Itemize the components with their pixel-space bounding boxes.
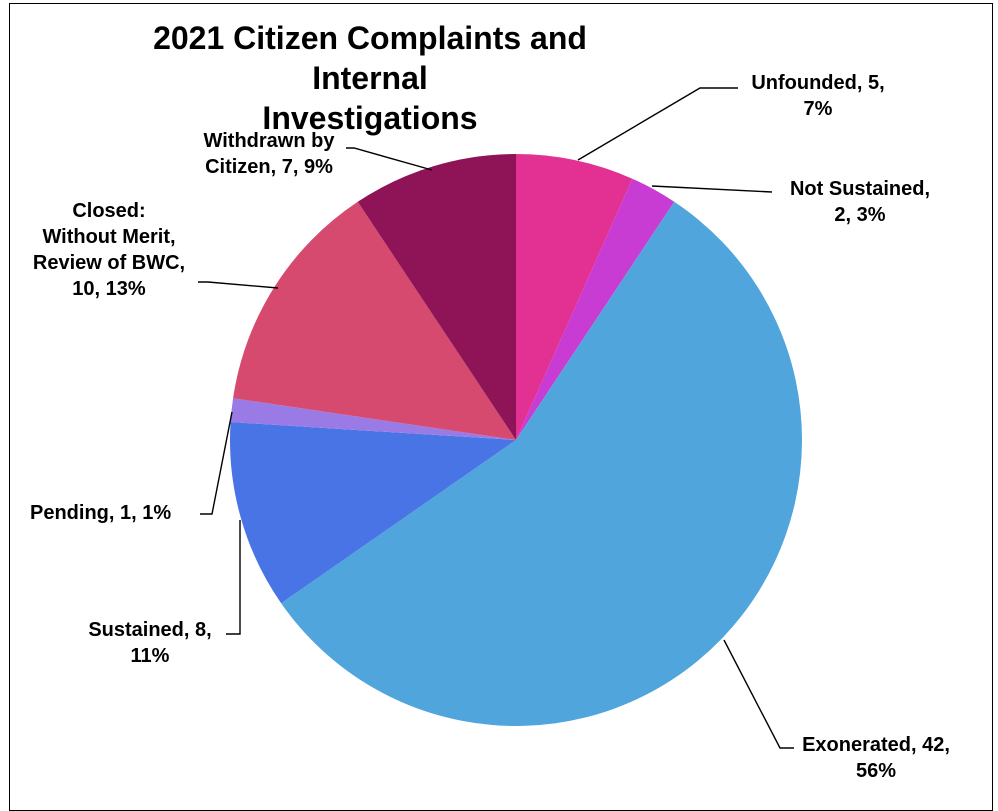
pie-slice-unfounded <box>516 154 633 440</box>
chart-title: 2021 Citizen Complaints and Internal Inv… <box>120 18 620 138</box>
data-label: Pending, 1, 1% <box>30 500 220 526</box>
data-label: Closed: Without Merit, Review of BWC, 10, 1… <box>16 198 202 302</box>
leader-line <box>198 281 279 289</box>
data-label-line: Not Sustained, <box>789 178 930 200</box>
leader-line <box>200 411 233 515</box>
data-label-line: Exonerated, 42, <box>802 734 950 756</box>
pie-slice-not-sustained <box>516 178 675 440</box>
data-label-line: 10, 13% <box>72 278 146 300</box>
data-label-line: Closed: <box>72 200 146 222</box>
data-label-line: Withdrawn by <box>203 130 335 152</box>
data-label: Sustained, 8, 11% <box>60 617 240 669</box>
data-label: Exonerated, 42, 56% <box>776 732 976 784</box>
data-label: Unfounded, 5, 7% <box>718 70 918 122</box>
data-label-line: Citizen, 7, 9% <box>205 156 333 178</box>
pie-slice-sustained <box>230 422 516 604</box>
data-label-line: 56% <box>855 760 897 782</box>
data-label-line: Unfounded, 5, <box>751 72 885 94</box>
leader-line <box>651 185 773 193</box>
leader-line <box>226 520 241 635</box>
data-label-line: Sustained, 8, <box>88 619 212 641</box>
data-label-line: 7% <box>803 98 833 120</box>
chart-title-line: Investigations <box>262 100 478 136</box>
pie-slice-closed-without-merit-review-of-bwc <box>233 201 516 440</box>
chart-title-line: 2021 Citizen Complaints and Internal <box>153 20 587 96</box>
data-label-line: 11% <box>130 645 170 667</box>
leader-line <box>723 639 794 749</box>
data-label-line: Review of BWC, <box>32 252 186 274</box>
pie-slice-exonerated <box>281 201 802 726</box>
leader-line <box>577 87 738 161</box>
pie-slice-pending <box>230 398 516 440</box>
leader-line <box>346 147 433 171</box>
data-label-line: 2, 3% <box>834 204 886 226</box>
data-label: Not Sustained, 2, 3% <box>760 176 960 228</box>
data-label-line: Pending, 1, 1% <box>30 502 172 524</box>
pie-slice-withdrawn-by-citizen <box>357 154 516 440</box>
data-label-line: Without Merit, <box>42 226 176 248</box>
data-label: Withdrawn by Citizen, 7, 9% <box>176 128 362 180</box>
